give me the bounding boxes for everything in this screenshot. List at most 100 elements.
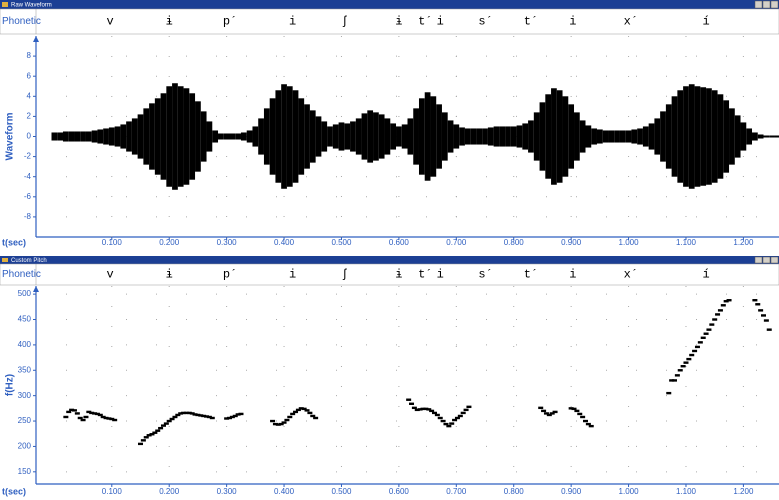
pitch-point xyxy=(77,416,83,420)
pitch-point xyxy=(146,434,152,437)
waveform-sample xyxy=(706,88,712,185)
x-tick-label: 0.800 xyxy=(504,487,525,496)
waveform-sample xyxy=(700,87,707,186)
pitch-point xyxy=(434,413,440,417)
waveform-sample xyxy=(671,96,678,177)
pitch-point xyxy=(706,328,712,331)
x-tick-label: 0.500 xyxy=(331,487,352,496)
pitch-point xyxy=(155,429,161,432)
waveform-sample xyxy=(648,123,655,150)
x-tick-label: 0.600 xyxy=(389,487,410,496)
x-axis-label: t(sec) xyxy=(2,237,26,247)
pitch-point xyxy=(272,422,278,426)
y-axis-arrow xyxy=(33,286,39,292)
waveform-sample xyxy=(436,104,442,169)
pitch-point xyxy=(420,407,426,411)
pitch-point xyxy=(543,412,549,415)
waveform-sample xyxy=(275,90,282,183)
pitch-point xyxy=(112,418,118,422)
waveform-sample xyxy=(447,120,454,153)
y-tick-label: 150 xyxy=(18,467,32,476)
waveform-sample xyxy=(85,131,92,142)
pitch-point xyxy=(585,422,591,426)
waveform-sample xyxy=(143,108,150,165)
window-button[interactable] xyxy=(754,0,763,9)
pitch-point xyxy=(669,379,675,382)
pitch-point xyxy=(186,411,192,415)
pitch-point xyxy=(301,407,307,411)
x-tick-label: 0.400 xyxy=(274,487,295,496)
phonetic-row xyxy=(0,263,779,286)
pitch-point xyxy=(158,426,164,430)
waveform-sample xyxy=(683,86,689,187)
waveform-sample xyxy=(614,130,620,143)
x-tick-label: 1.100 xyxy=(676,238,697,247)
pitch-point xyxy=(238,412,244,416)
waveform-sample xyxy=(350,121,356,152)
pitch-point xyxy=(411,406,417,410)
plot-area xyxy=(36,286,779,484)
y-tick-label: 0 xyxy=(27,132,32,141)
waveform-sample xyxy=(57,132,63,141)
y-tick-label: 6 xyxy=(27,71,32,80)
window-button[interactable] xyxy=(770,0,779,9)
pitch-point xyxy=(449,422,455,425)
waveform-sample xyxy=(229,133,236,140)
waveform-sample xyxy=(235,133,241,140)
x-axis-label: t(sec) xyxy=(2,486,26,496)
waveform-sample xyxy=(482,128,488,145)
waveform-sample xyxy=(510,126,517,147)
waveform-sample xyxy=(373,112,379,161)
waveform-sample xyxy=(740,122,747,151)
waveform-sample xyxy=(418,98,425,175)
waveform-sample xyxy=(396,126,402,147)
waveform-sample xyxy=(263,108,270,165)
window-button[interactable] xyxy=(762,0,771,9)
window-button[interactable] xyxy=(762,256,771,264)
phonetic-label: ɨ xyxy=(395,15,402,29)
pitch-point xyxy=(209,416,215,420)
pitch-point xyxy=(703,332,709,335)
waveform-sample xyxy=(269,98,276,175)
title-bar xyxy=(0,0,779,9)
pitch-point xyxy=(169,417,175,421)
pitch-point xyxy=(293,410,299,414)
pitch-point xyxy=(426,408,432,411)
waveform-sample xyxy=(729,108,735,165)
pitch-point xyxy=(86,410,92,414)
pitch-point xyxy=(409,402,415,405)
waveform-sample xyxy=(596,129,603,144)
waveform-sample xyxy=(717,94,724,179)
y-tick-label: 450 xyxy=(18,315,32,324)
pitch-point xyxy=(689,353,695,357)
waveform-sample xyxy=(769,135,775,138)
waveform-sample xyxy=(246,130,253,143)
x-tick-label: 0.100 xyxy=(102,238,123,247)
phonetic-label: p´ xyxy=(223,268,237,282)
pitch-point xyxy=(198,414,204,417)
window-button[interactable] xyxy=(770,256,779,264)
waveform-sample xyxy=(292,90,299,183)
pitch-point xyxy=(577,412,583,416)
x-tick-label: 0.300 xyxy=(217,238,238,247)
pitch-point xyxy=(549,412,555,415)
pitch-point xyxy=(429,409,435,413)
pitch-point xyxy=(89,411,95,415)
pitch-point xyxy=(582,419,588,423)
pitch-point xyxy=(452,418,458,422)
waveform-sample xyxy=(344,123,351,150)
waveform-sample xyxy=(120,124,127,149)
waveform-sample xyxy=(258,118,264,155)
waveform-sample xyxy=(51,132,58,141)
pitch-point xyxy=(437,416,443,420)
window-button[interactable] xyxy=(754,256,763,264)
waveform-sample xyxy=(459,127,465,146)
x-tick-label: 0.300 xyxy=(217,487,238,496)
pitch-point xyxy=(674,374,680,377)
waveform-sample xyxy=(407,118,414,155)
x-tick-label: 0.700 xyxy=(446,238,467,247)
waveform-sample xyxy=(131,118,138,155)
waveform-sample xyxy=(487,127,494,146)
y-tick-label: 300 xyxy=(18,391,32,400)
